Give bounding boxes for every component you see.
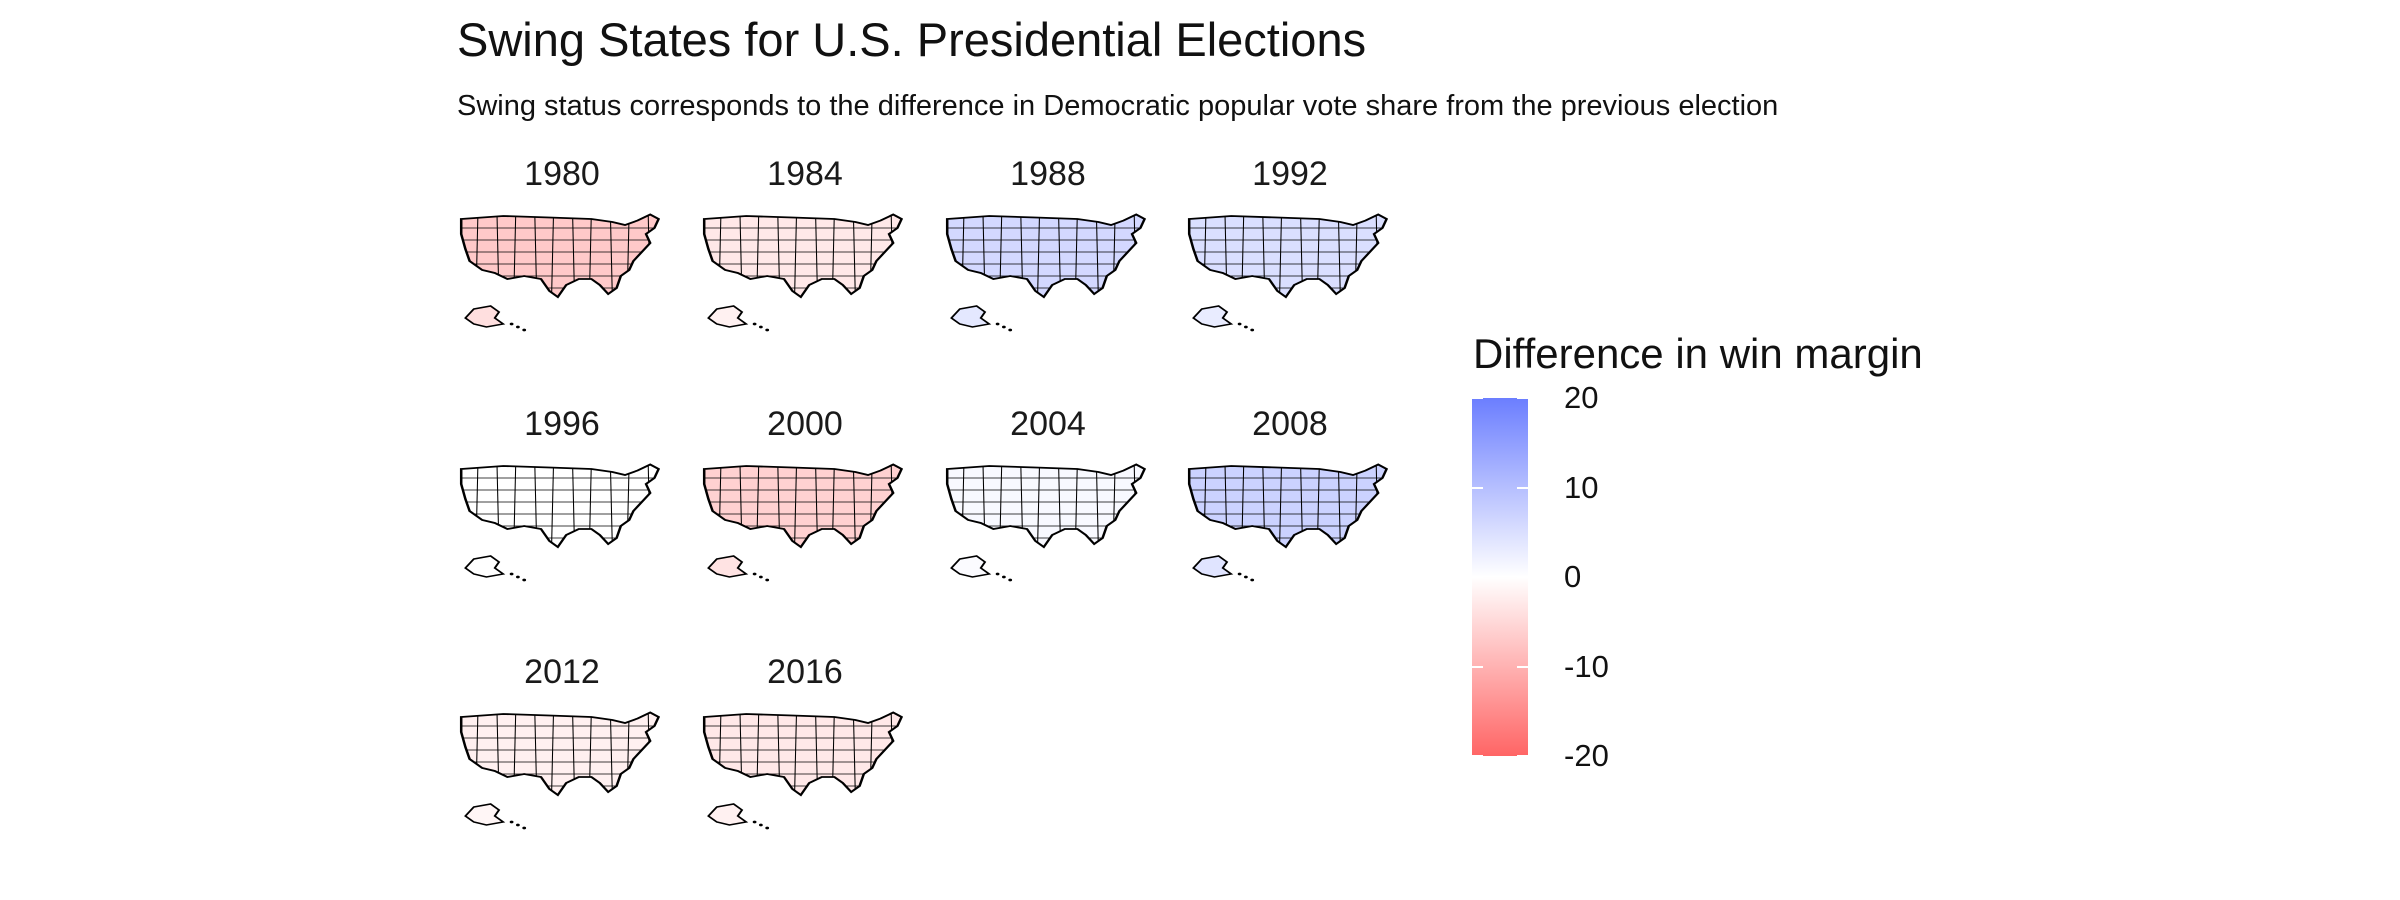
map-panel-1984 xyxy=(702,213,904,332)
panel-year-label: 2008 xyxy=(1252,405,1328,443)
alaska-shape xyxy=(1192,555,1234,578)
hawaii-island xyxy=(765,578,770,582)
hawaii-island xyxy=(522,328,527,332)
panel-year-label: 2004 xyxy=(1010,405,1086,443)
hawaii-island xyxy=(1008,578,1013,582)
hawaii-island xyxy=(509,572,514,576)
hawaii-island xyxy=(1250,328,1255,332)
panel-year-label: 1996 xyxy=(524,405,600,443)
legend-tick-mark xyxy=(1517,397,1528,399)
legend-tick-mark xyxy=(1472,576,1483,578)
hawaii-island xyxy=(1244,325,1248,329)
hawaii-island xyxy=(516,325,520,329)
legend-tick-label: -20 xyxy=(1564,738,1609,773)
map-panel-1988 xyxy=(945,213,1147,332)
panel-year-label: 2016 xyxy=(767,653,843,691)
map-panel-1992 xyxy=(1187,213,1389,332)
hawaii-island xyxy=(1008,328,1013,332)
hawaii-island xyxy=(759,325,763,329)
legend-tick-mark xyxy=(1472,665,1483,668)
alaska-shape xyxy=(464,555,506,578)
panel-year-label: 1980 xyxy=(524,155,600,193)
chart-title: Swing States for U.S. Presidential Elect… xyxy=(457,13,1367,66)
us-outline xyxy=(702,463,904,549)
map-panel-1980 xyxy=(459,213,661,332)
us-outline xyxy=(459,711,661,797)
us-outline xyxy=(945,463,1147,549)
legend-tick-mark xyxy=(1517,665,1528,668)
map-panel-2000 xyxy=(702,463,904,582)
hawaii-island xyxy=(765,328,770,332)
alaska-shape xyxy=(464,305,506,328)
panel-year-label: 1988 xyxy=(1010,155,1086,193)
hawaii-island xyxy=(1002,325,1006,329)
us-outline xyxy=(459,213,661,299)
panel-year-label: 2000 xyxy=(767,405,843,443)
hawaii-island xyxy=(1250,578,1255,582)
legend-tick-label: -10 xyxy=(1564,648,1609,684)
hawaii-island xyxy=(752,572,757,576)
panel-year-label: 1984 xyxy=(767,155,843,193)
hawaii-island xyxy=(759,823,763,827)
us-outline xyxy=(1187,463,1389,549)
hawaii-island xyxy=(759,575,763,579)
legend-tick-mark xyxy=(1472,397,1483,399)
alaska-shape xyxy=(707,305,749,328)
map-panel-2008 xyxy=(1187,463,1389,582)
legend-tick-label: 0 xyxy=(1564,559,1582,594)
us-outline xyxy=(459,463,661,549)
legend-tick-mark xyxy=(1472,755,1483,757)
map-panel-2016 xyxy=(702,711,904,830)
legend-tick-mark xyxy=(1517,486,1528,489)
legend-tick-mark xyxy=(1517,755,1528,757)
hawaii-island xyxy=(1002,575,1006,579)
legend-tick-mark xyxy=(1472,486,1483,489)
alaska-shape xyxy=(950,305,992,328)
hawaii-island xyxy=(752,322,757,326)
chart-subtitle: Swing status corresponds to the differen… xyxy=(457,90,1779,122)
panel-year-label: 1992 xyxy=(1252,155,1328,193)
alaska-shape xyxy=(707,555,749,578)
us-outline xyxy=(1187,213,1389,299)
legend-tick-label: 10 xyxy=(1564,469,1599,505)
us-outline xyxy=(702,213,904,299)
hawaii-island xyxy=(752,820,757,824)
map-panel-2012 xyxy=(459,711,661,830)
hawaii-island xyxy=(1237,572,1242,576)
alaska-shape xyxy=(1192,305,1234,328)
us-outline xyxy=(702,711,904,797)
hawaii-island xyxy=(522,826,527,830)
map-panel-2004 xyxy=(945,463,1147,582)
hawaii-island xyxy=(509,322,514,326)
hawaii-island xyxy=(516,823,520,827)
hawaii-island xyxy=(1244,575,1248,579)
hawaii-island xyxy=(522,578,527,582)
alaska-shape xyxy=(707,803,749,826)
hawaii-island xyxy=(995,322,1000,326)
legend-tick-label: 20 xyxy=(1564,380,1599,415)
hawaii-island xyxy=(516,575,520,579)
hawaii-island xyxy=(995,572,1000,576)
alaska-shape xyxy=(950,555,992,578)
legend-tick-mark xyxy=(1517,576,1528,578)
hawaii-island xyxy=(1237,322,1242,326)
panel-year-label: 2012 xyxy=(524,653,600,691)
alaska-shape xyxy=(464,803,506,826)
hawaii-island xyxy=(509,820,514,824)
map-panel-1996 xyxy=(459,463,661,582)
us-outline xyxy=(945,213,1147,299)
legend-title: Difference in win margin xyxy=(1473,330,1923,377)
hawaii-island xyxy=(765,826,770,830)
